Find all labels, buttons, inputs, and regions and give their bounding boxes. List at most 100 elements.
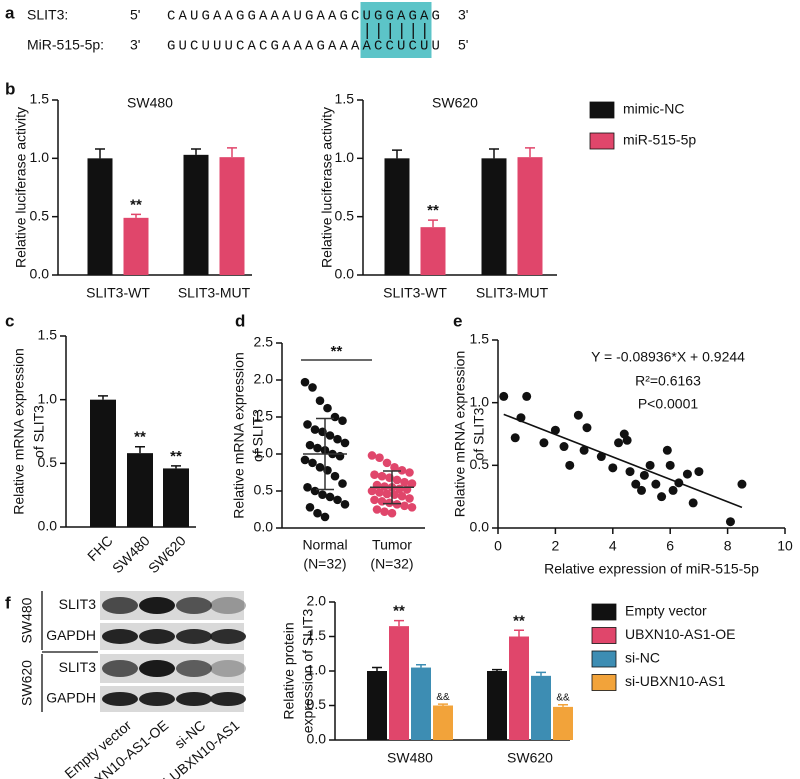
x-tick-label: SLIT3-MUT bbox=[178, 285, 251, 301]
data-point bbox=[367, 486, 377, 496]
data-point bbox=[340, 500, 350, 509]
bar bbox=[183, 154, 209, 275]
legend-swatch bbox=[591, 603, 617, 621]
data-point bbox=[397, 491, 407, 501]
x-axis-label: Relative expression of miR-515-5p bbox=[544, 561, 759, 577]
data-point bbox=[305, 440, 315, 450]
y-tick-label: 0.0 bbox=[30, 266, 50, 282]
y-axis-label: of SLIT3 bbox=[250, 409, 266, 462]
y-axis-label: of SLIT3 bbox=[31, 405, 47, 458]
data-point bbox=[407, 502, 417, 512]
bar bbox=[389, 626, 409, 740]
y-axis-label: Relative luciferase activity bbox=[13, 107, 29, 268]
y-tick-label: 0.5 bbox=[254, 482, 274, 498]
blot-row-label: SLIT3 bbox=[59, 596, 97, 612]
data-point bbox=[310, 425, 320, 434]
y-axis-label: Relative luciferase activity bbox=[319, 107, 335, 268]
x-tick-label: SW620 bbox=[507, 750, 553, 766]
sequence: GUCUUUCACGAAAGAAA bbox=[167, 39, 363, 55]
data-point bbox=[325, 431, 335, 440]
error-bar bbox=[558, 704, 568, 707]
data-point bbox=[657, 492, 667, 502]
data-point bbox=[625, 467, 635, 477]
bar bbox=[517, 157, 543, 275]
data-point bbox=[335, 451, 345, 461]
sequence-end: 3' bbox=[130, 37, 140, 53]
blot-row-label: SLIT3 bbox=[59, 659, 97, 675]
x-tick-label: SW480 bbox=[387, 750, 433, 766]
data-point bbox=[310, 486, 320, 496]
y-tick-label: 2.0 bbox=[307, 593, 327, 609]
error-bar bbox=[98, 395, 108, 400]
y-axis-label: Relative protein bbox=[281, 622, 297, 719]
legend-label: si-NC bbox=[625, 650, 660, 666]
data-point bbox=[315, 463, 325, 472]
error-bar bbox=[171, 465, 181, 469]
data-point bbox=[387, 508, 397, 518]
bar bbox=[87, 158, 113, 275]
match-highlight bbox=[360, 2, 432, 58]
y-tick-label: 1.5 bbox=[38, 327, 58, 343]
bar bbox=[411, 667, 431, 740]
bar bbox=[553, 706, 573, 740]
blot-band bbox=[210, 692, 246, 706]
annotation: R²=0.6163 bbox=[635, 373, 701, 389]
data-point bbox=[510, 433, 520, 443]
blot-band bbox=[139, 692, 175, 706]
sd-bar bbox=[316, 417, 334, 491]
data-point bbox=[370, 470, 379, 480]
data-point bbox=[308, 458, 317, 468]
y-axis-label: Relative mRNA expression bbox=[231, 352, 247, 519]
data-point bbox=[579, 445, 589, 455]
blot-band bbox=[102, 692, 138, 706]
data-point bbox=[614, 438, 624, 448]
data-point bbox=[639, 470, 649, 480]
sequence-end: 3' bbox=[458, 7, 468, 23]
error-bar bbox=[416, 664, 426, 668]
panel-label: e bbox=[453, 311, 462, 330]
bar bbox=[127, 453, 153, 527]
bar bbox=[420, 227, 446, 275]
significance-label: ** bbox=[134, 429, 146, 446]
significance-label: ** bbox=[513, 612, 525, 629]
blot-band bbox=[102, 597, 138, 614]
significance-label: ** bbox=[331, 343, 343, 360]
x-tick-label: SLIT3-MUT bbox=[476, 285, 549, 301]
data-point bbox=[313, 508, 322, 518]
sequence-end: 5' bbox=[130, 7, 140, 23]
data-point bbox=[397, 465, 407, 475]
data-point bbox=[303, 420, 312, 429]
significance-label: && bbox=[556, 692, 570, 703]
significance-label: ** bbox=[393, 603, 405, 620]
error-bar bbox=[392, 149, 402, 159]
panel-label: f bbox=[5, 593, 11, 612]
data-point bbox=[377, 471, 387, 481]
legend-swatch bbox=[591, 627, 617, 644]
error-bar bbox=[514, 629, 524, 637]
data-point bbox=[380, 507, 389, 517]
chart-title: SW620 bbox=[432, 95, 478, 111]
data-point bbox=[668, 485, 678, 495]
y-tick-label: 0.5 bbox=[470, 456, 490, 472]
data-point bbox=[315, 396, 325, 406]
y-tick-label: 1.5 bbox=[254, 408, 274, 424]
data-point bbox=[651, 479, 661, 489]
error-bar bbox=[95, 148, 105, 159]
error-bar bbox=[131, 213, 141, 218]
sequence-match: ACCUCU bbox=[363, 39, 432, 55]
y-tick-label: 1.5 bbox=[30, 91, 50, 107]
legend-label: miR-515-5p bbox=[623, 132, 696, 148]
data-point bbox=[300, 455, 310, 465]
error-bar bbox=[525, 147, 535, 158]
fit-equation: Y = -0.08936*X + 0.9244 bbox=[591, 349, 745, 365]
blot-band bbox=[176, 660, 212, 677]
y-tick-label: 0.5 bbox=[335, 207, 355, 223]
y-tick-label: 0.0 bbox=[254, 519, 274, 535]
data-point bbox=[318, 490, 327, 500]
blot-band bbox=[139, 629, 175, 644]
y-tick-label: 0.0 bbox=[38, 518, 58, 534]
data-point bbox=[390, 463, 399, 472]
bar bbox=[367, 671, 387, 740]
error-bar bbox=[492, 668, 502, 671]
